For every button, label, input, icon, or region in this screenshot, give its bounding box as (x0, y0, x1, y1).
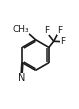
Text: CH₃: CH₃ (13, 25, 29, 34)
Text: F: F (57, 26, 62, 35)
Text: F: F (44, 26, 49, 35)
Text: F: F (60, 37, 65, 46)
Text: N: N (18, 73, 25, 83)
